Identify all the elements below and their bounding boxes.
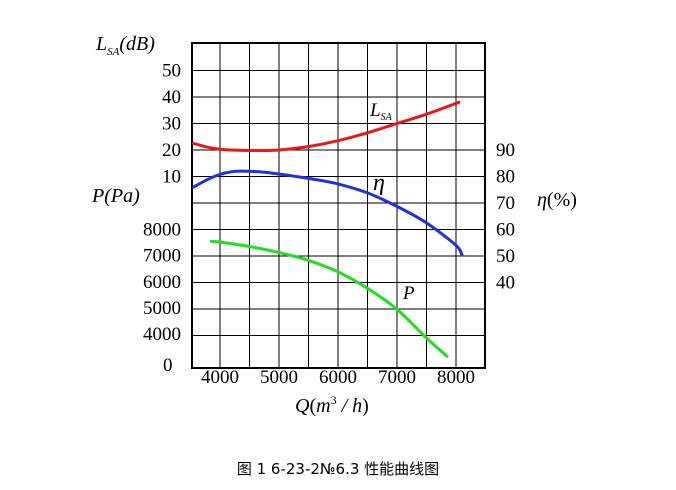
p-tick-label: 8000: [143, 220, 181, 241]
p-tick-label: 5000: [143, 298, 181, 319]
lsa-tick-label: 50: [162, 61, 181, 82]
plot-frame: [191, 42, 486, 369]
eta-axis-title: η(%): [537, 189, 577, 211]
x-tick-label: 7000: [378, 367, 416, 388]
chart-svg: LSA(dB) P(Pa) η(%) Q(m3 / h) 0 10 20 30 40 5…: [91, 33, 577, 417]
eta-tick-label: 50: [496, 246, 515, 267]
curve-eta: [191, 169, 464, 257]
eta-tick-label: 40: [496, 273, 515, 294]
lsa-tick-label: 20: [162, 140, 181, 161]
curve-lsa: [191, 100, 461, 153]
series-label-p: P: [402, 283, 415, 304]
lsa-axis-title: LSA(dB): [95, 33, 155, 58]
series-label-lsa: LSA: [369, 100, 393, 123]
p-axis-title: P(Pa): [91, 185, 140, 207]
eta-tick-label: 90: [496, 140, 515, 161]
eta-tick-label: 60: [496, 220, 515, 241]
x-axis-title: Q(m3 / h): [295, 393, 369, 417]
p-axis-zero-label: 0: [163, 355, 173, 376]
chart-grid: [192, 43, 485, 368]
lsa-tick-label: 10: [162, 167, 181, 188]
lsa-tick-label: 40: [162, 87, 181, 108]
eta-tick-label: 70: [496, 193, 515, 214]
p-tick-label: 6000: [143, 272, 181, 293]
figure-caption: 图 1 6-23-2№6.3 性能曲线图: [236, 460, 440, 478]
curves: [191, 100, 464, 358]
x-tick-label: 6000: [319, 367, 357, 388]
p-tick-label: 4000: [143, 324, 181, 345]
p-tick-label: 7000: [143, 246, 181, 267]
curve-p: [209, 239, 449, 358]
x-tick-label: 8000: [437, 367, 475, 388]
tick-labels: 10 20 30 40 50 4000 5000 6000 7000 8000 40 50 60 70 80…: [143, 61, 515, 389]
x-tick-label: 4000: [201, 367, 239, 388]
lsa-tick-label: 30: [162, 114, 181, 135]
series-label-eta: η: [373, 170, 385, 196]
eta-tick-label: 80: [496, 167, 515, 188]
x-tick-label: 5000: [260, 367, 298, 388]
